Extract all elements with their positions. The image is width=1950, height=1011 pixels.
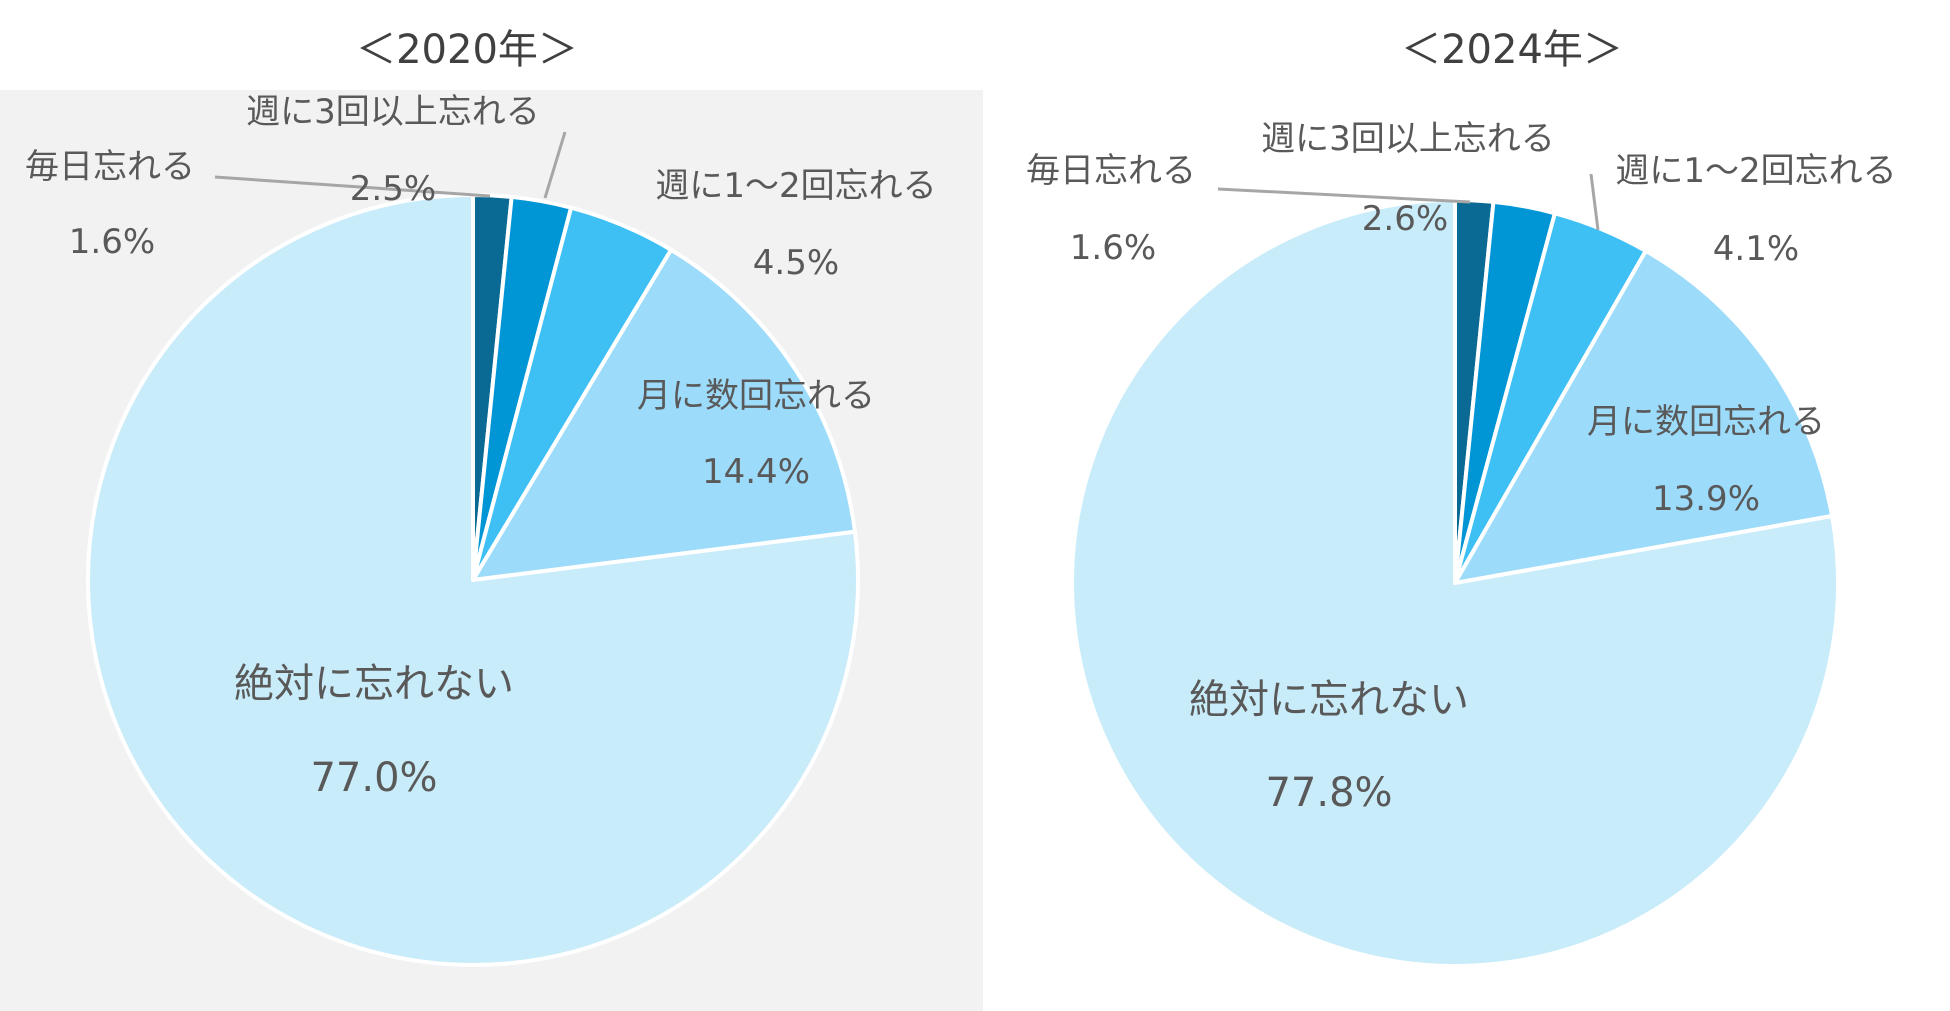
pie-chart-2024: ＜2024年＞ 毎日忘れる 1.6% 週に3回以上忘れる 2.6% 週に1～2回…	[1026, 27, 1897, 968]
slice-monthly-2024	[1453, 248, 1835, 585]
leader-lines-2024	[1217, 173, 1600, 231]
category-label-daily-2024: 毎日忘れる	[1026, 151, 1196, 191]
slice-never-2024	[1070, 198, 1840, 968]
category-label-weekly12-2020: 週に1～2回忘れる	[655, 166, 936, 206]
value-label-monthly-2024: 13.9%	[1652, 479, 1760, 519]
value-label-daily-2020: 1.6%	[69, 222, 155, 262]
slice-never-2020	[85, 193, 860, 967]
value-label-weekly3-2024: 2.6%	[1362, 199, 1448, 239]
leader-line-daily-2024	[1217, 187, 1471, 204]
category-label-never-2020: 絶対に忘れない	[234, 661, 514, 707]
value-label-daily-2024: 1.6%	[1070, 228, 1156, 268]
leader-line-daily-2020	[214, 175, 491, 198]
category-label-never-2024: 絶対に忘れない	[1189, 677, 1469, 723]
category-label-weekly12-2024: 週に1～2回忘れる	[1615, 151, 1896, 191]
leader-line-weekly12-2024	[1589, 173, 1600, 231]
slices-2020	[85, 192, 860, 967]
value-label-monthly-2020: 14.4%	[702, 452, 810, 492]
leader-line-weekly3-2020	[543, 131, 567, 199]
value-label-weekly12-2024: 4.1%	[1713, 229, 1799, 269]
chart-title-2024: ＜2024年＞	[1401, 27, 1623, 73]
category-label-monthly-2020: 月に数回忘れる	[637, 376, 875, 416]
value-label-never-2020: 77.0%	[310, 755, 437, 801]
slice-monthly-2020	[471, 247, 857, 582]
category-label-weekly3-2020: 週に3回以上忘れる	[246, 92, 540, 132]
category-label-daily-2020: 毎日忘れる	[25, 147, 195, 187]
value-label-weekly12-2020: 4.5%	[753, 243, 839, 283]
category-label-monthly-2024: 月に数回忘れる	[1587, 402, 1825, 442]
value-label-weekly3-2020: 2.5%	[350, 169, 436, 209]
pie-chart-2020: ＜2020年＞ 毎日忘れる 1.6% 週に3回以上忘れる 2.5% 週に1～2回…	[25, 27, 937, 967]
chart-title-2020: ＜2020年＞	[356, 27, 578, 73]
category-label-weekly3-2024: 週に3回以上忘れる	[1261, 119, 1555, 159]
slices-2024	[1070, 197, 1840, 968]
value-label-never-2024: 77.8%	[1265, 770, 1392, 816]
leader-lines-2020	[214, 131, 567, 199]
